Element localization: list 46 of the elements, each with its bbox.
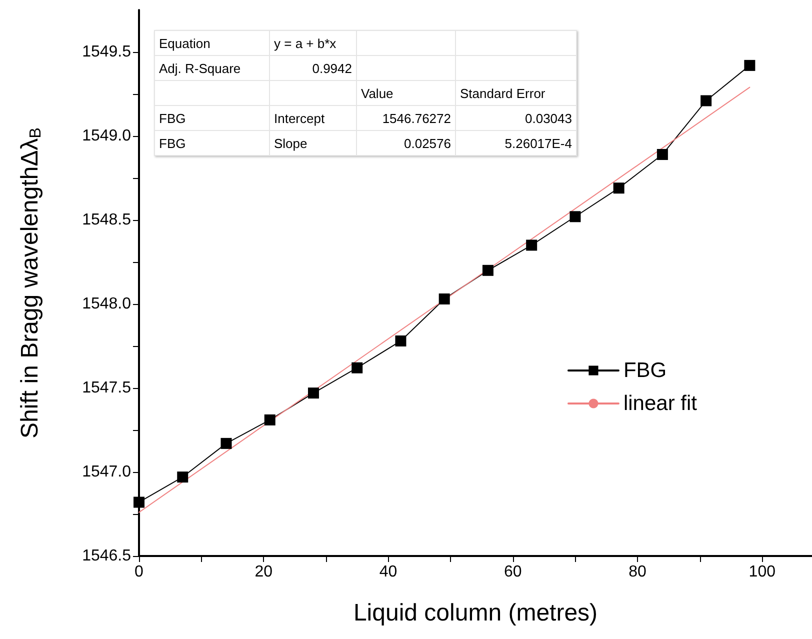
point bbox=[744, 60, 756, 71]
y-tick-label: 1547.5 bbox=[82, 380, 132, 396]
x-axis-title: Liquid column (metres) bbox=[353, 600, 598, 626]
x-tick-label: 40 bbox=[379, 564, 398, 580]
point bbox=[570, 211, 581, 222]
legend-label: linear fit bbox=[623, 392, 698, 415]
annotation: 5.26017E-4 bbox=[456, 130, 576, 156]
annotation: Slope bbox=[270, 130, 356, 156]
annotation: Value bbox=[356, 80, 456, 106]
annotation: 0.9942 bbox=[270, 56, 356, 80]
annotation: 0.03043 bbox=[456, 106, 576, 130]
y-tick-label: 1546.5 bbox=[82, 548, 132, 564]
point bbox=[526, 240, 538, 251]
y-axis-title: Shift in Bragg wavelengthΔλB bbox=[16, 128, 44, 438]
annotation: Standard Error bbox=[456, 80, 576, 106]
y-tick-label: 1548.0 bbox=[82, 296, 132, 312]
x-tick-label: 80 bbox=[628, 564, 647, 580]
point bbox=[656, 148, 668, 160]
x-tick-label: 100 bbox=[748, 564, 776, 580]
annotation: FBG bbox=[154, 130, 270, 156]
point bbox=[177, 472, 188, 483]
y-tick-label: 1549.0 bbox=[82, 128, 132, 144]
legend-label: FBG bbox=[623, 359, 667, 382]
annotation: 0.02576 bbox=[356, 130, 456, 156]
point bbox=[134, 496, 144, 508]
point bbox=[482, 264, 494, 276]
x-tick-label: 0 bbox=[134, 564, 144, 580]
x-tick-label: 60 bbox=[504, 564, 522, 580]
annotation: y = a + b*x bbox=[270, 30, 356, 56]
y-tick-label: 1548.5 bbox=[82, 212, 132, 228]
annotation: Adj. R-Square bbox=[154, 56, 270, 80]
point bbox=[395, 335, 406, 346]
point bbox=[220, 438, 232, 449]
annotation: FBG bbox=[154, 106, 270, 130]
point bbox=[613, 182, 624, 194]
point bbox=[264, 414, 276, 426]
point bbox=[308, 388, 319, 399]
point bbox=[352, 362, 363, 374]
annotation: Intercept bbox=[270, 106, 356, 130]
y-tick-label: 1549.5 bbox=[82, 44, 132, 60]
point bbox=[438, 293, 450, 304]
annotation: 1546.76272 bbox=[356, 106, 456, 130]
annotation: Equation bbox=[154, 30, 270, 56]
point bbox=[700, 95, 712, 106]
y-tick-label: 1547.0 bbox=[82, 464, 132, 480]
x-tick-label: 20 bbox=[254, 564, 273, 580]
